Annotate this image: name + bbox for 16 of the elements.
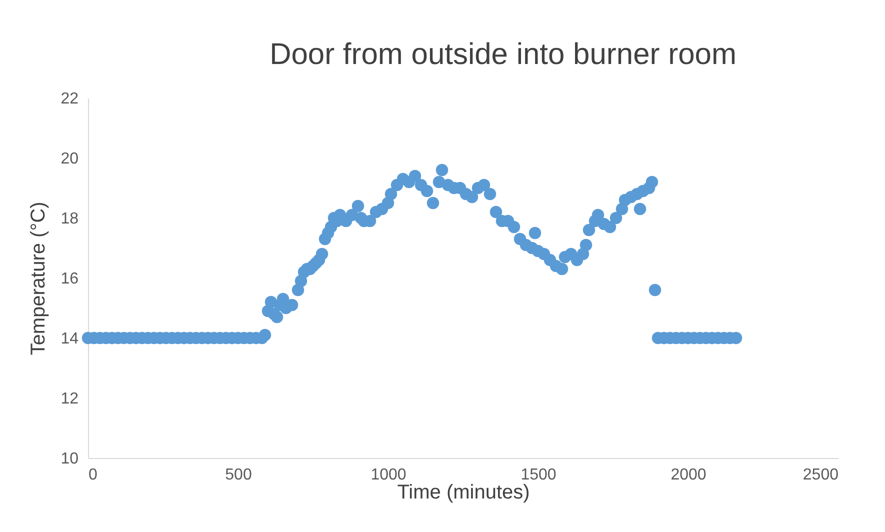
y-tick-label: 22 bbox=[60, 90, 79, 108]
x-tick-label: 1500 bbox=[520, 466, 556, 484]
chart-title: Door from outside into burner room bbox=[270, 38, 736, 71]
x-axis-title: Time (minutes) bbox=[397, 482, 530, 504]
x-tick-label: 2500 bbox=[802, 466, 839, 484]
y-axis-title: Temperature (°C) bbox=[28, 202, 50, 356]
y-tick-label: 12 bbox=[60, 390, 79, 408]
y-tick-label: 14 bbox=[60, 330, 79, 348]
y-tick-label: 16 bbox=[60, 270, 79, 288]
y-tick-label: 10 bbox=[60, 450, 79, 468]
x-tick-label: 500 bbox=[225, 466, 252, 484]
x-tick-label: 1000 bbox=[370, 466, 406, 484]
y-tick-label: 18 bbox=[60, 210, 79, 228]
y-tick-label: 20 bbox=[60, 150, 79, 168]
x-tick-label: 0 bbox=[88, 466, 98, 484]
x-tick-label: 2000 bbox=[670, 466, 706, 484]
